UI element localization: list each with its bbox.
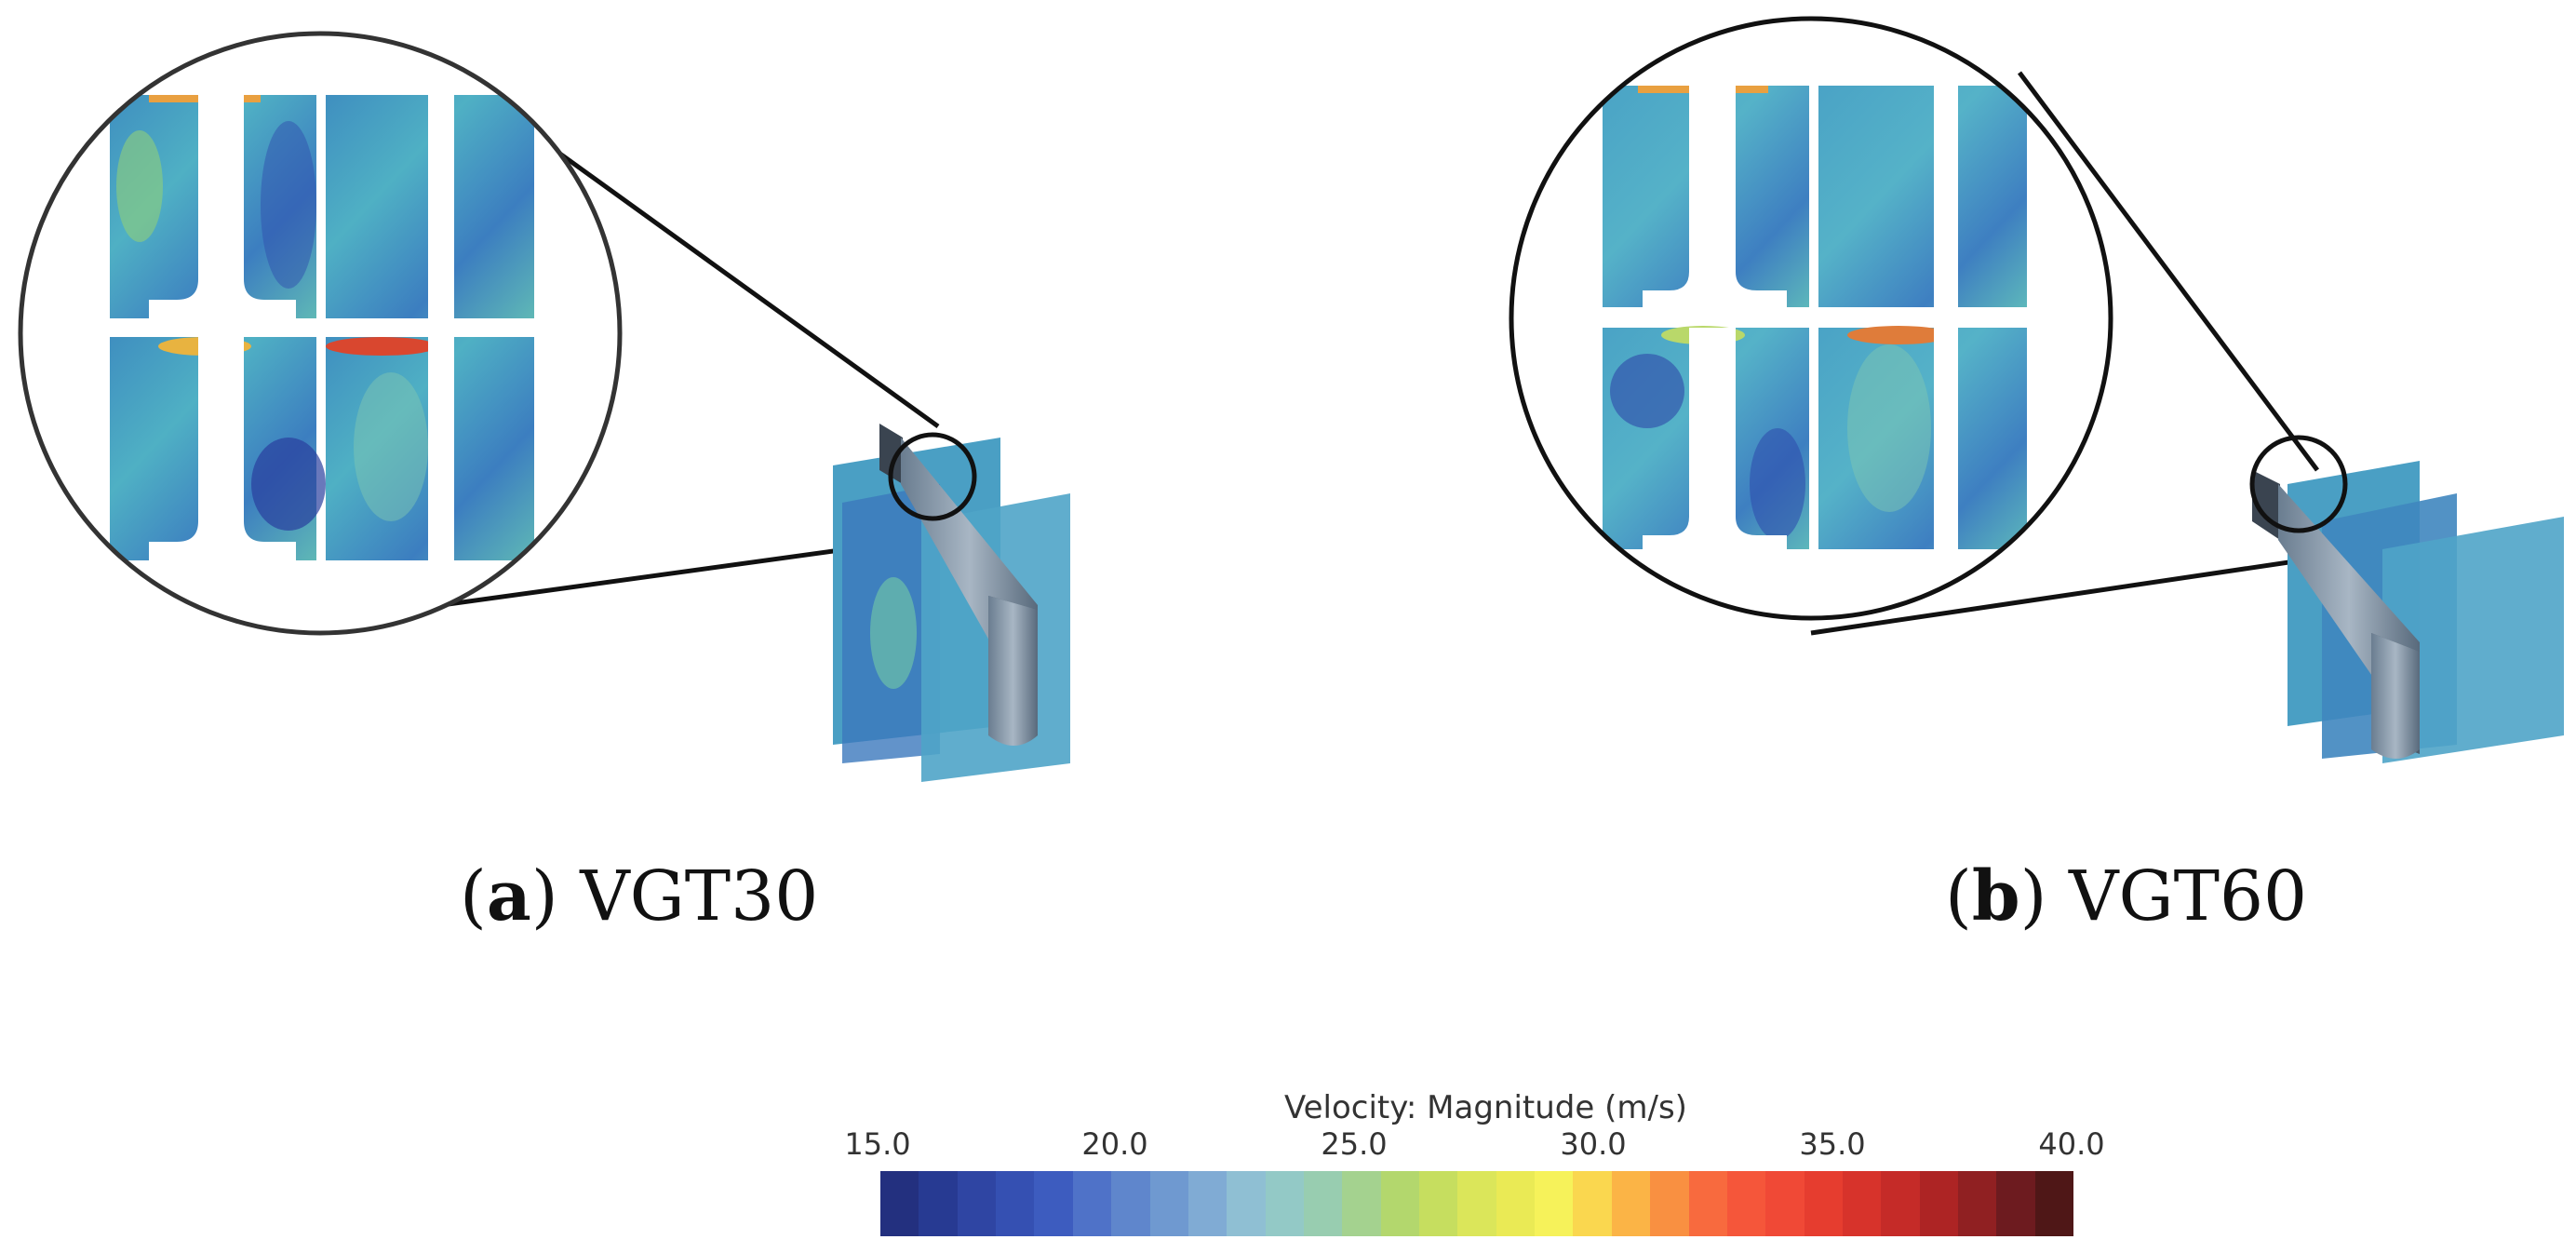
colorbar-cell	[1227, 1171, 1266, 1236]
colorbar-cell	[1187, 1171, 1228, 1236]
colorbar-cell	[1650, 1171, 1689, 1236]
zoom-inset-b	[1511, 19, 2111, 618]
colorbar-cell	[1688, 1171, 1727, 1236]
colorbar-cell	[1496, 1171, 1536, 1236]
colorbar-cell	[1457, 1171, 1496, 1236]
colorbar-cell	[1072, 1171, 1112, 1236]
colorbar-cell	[1842, 1171, 1882, 1236]
panel-a	[0, 0, 1210, 819]
colorbar-cell	[1303, 1171, 1343, 1236]
model-b	[2252, 461, 2564, 763]
panel-b	[1489, 0, 2576, 819]
panel-a-figure	[18, 31, 1070, 782]
zoom-inset-a	[20, 34, 620, 633]
colorbar-cell	[1535, 1171, 1574, 1236]
caption-b-title: VGT60	[2069, 856, 2308, 936]
colorbar-cell	[880, 1171, 919, 1236]
colorbar-tick: 25.0	[1321, 1126, 1388, 1162]
model-a	[833, 424, 1070, 782]
colorbar-tick: 30.0	[1560, 1126, 1627, 1162]
colorbar-cell	[1111, 1171, 1150, 1236]
colorbar-tick: 40.0	[2038, 1126, 2105, 1162]
colorbar-cell	[1996, 1171, 2035, 1236]
colorbar-tick: 20.0	[1081, 1126, 1148, 1162]
caption-a-title: VGT30	[580, 856, 819, 936]
colorbar-cell	[1265, 1171, 1304, 1236]
colorbar-cell	[1881, 1171, 1920, 1236]
colorbar-cell	[1342, 1171, 1381, 1236]
colorbar-cell	[996, 1171, 1035, 1236]
colorbar-cell	[1958, 1171, 1997, 1236]
caption-b: (b) VGT60	[1945, 856, 2308, 936]
colorbar-cell	[919, 1171, 958, 1236]
colorbar-cell	[2034, 1171, 2074, 1236]
colorbar-cell	[1419, 1171, 1458, 1236]
caption-b-label: b	[1971, 856, 2020, 936]
colorbar-tick: 35.0	[1799, 1126, 1866, 1162]
colorbar-tick: 15.0	[844, 1126, 911, 1162]
colorbar-cell	[1726, 1171, 1766, 1236]
colorbar-cell	[1765, 1171, 1805, 1236]
colorbar-cell	[1919, 1171, 1959, 1236]
colorbar-cell	[1804, 1171, 1843, 1236]
colorbar-cell	[1573, 1171, 1612, 1236]
colorbar-cell	[1149, 1171, 1188, 1236]
caption-a-label: a	[486, 856, 531, 936]
colorbar-cell	[957, 1171, 997, 1236]
colorbar-gradient	[880, 1171, 2074, 1236]
colorbar-cell	[1611, 1171, 1651, 1236]
colorbar-title: Velocity: Magnitude (m/s)	[1284, 1089, 1687, 1126]
colorbar-cell	[1034, 1171, 1073, 1236]
panel-b-figure	[1509, 16, 2564, 763]
colorbar-cell	[1380, 1171, 1420, 1236]
caption-a: (a) VGT30	[460, 856, 819, 936]
